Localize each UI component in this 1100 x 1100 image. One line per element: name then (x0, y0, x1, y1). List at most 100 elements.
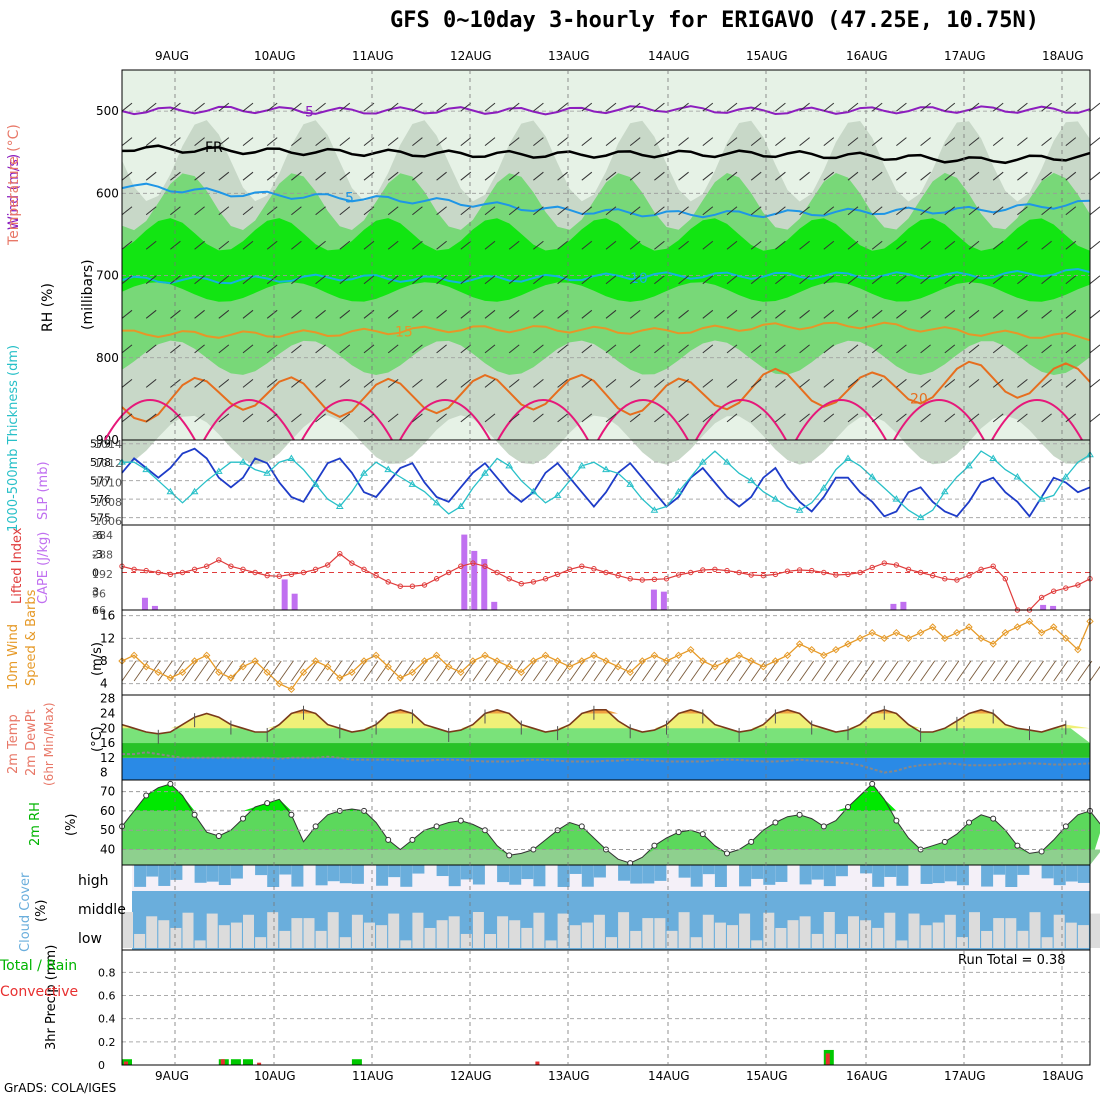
cloud-low-bar (412, 912, 424, 948)
upper-wind-barb (315, 102, 326, 112)
upper-wind-barb (847, 137, 859, 147)
upper-wind-barb (218, 102, 230, 112)
upper-wind-barb (266, 413, 278, 423)
upper-wind-barb (1017, 137, 1028, 147)
cape-tick-label: 288 (92, 549, 113, 562)
upper-wind-barb (1017, 171, 1028, 181)
upper-wind-barb (654, 413, 665, 423)
upper-wind-barb (315, 240, 326, 250)
upper-wind-barb (944, 206, 956, 216)
upper-wind-barb (799, 275, 810, 285)
upper-wind-barb (678, 413, 689, 423)
wind-speed-marker (832, 645, 840, 654)
wind-speed-marker (820, 651, 828, 660)
rh-marker (240, 815, 246, 822)
wind-speed-marker (384, 662, 392, 671)
upper-wind-barb (629, 137, 641, 147)
lifted-index-marker (216, 557, 222, 563)
cloud-low-bar (569, 925, 581, 948)
upper-wind-barb (460, 378, 472, 388)
date-label-top: 10AUG (254, 49, 296, 63)
upper-wind-barb (218, 344, 230, 354)
xs-tick-label: 900 (96, 433, 119, 447)
upper-wind-barb (581, 137, 593, 147)
upper-wind-barb (871, 240, 883, 250)
upper-wind-barb (170, 309, 181, 319)
thickness-tick-label: 575 (90, 512, 111, 525)
cloud-low-bar (981, 930, 993, 948)
thickness-marker (965, 461, 973, 469)
upper-wind-barb (871, 275, 883, 285)
upper-wind-barb (775, 344, 786, 354)
wind-tick-label: 8 (100, 654, 108, 668)
wind-speed-marker (1074, 645, 1082, 654)
cloud-low-bar (896, 940, 908, 948)
upper-wind-barb (387, 275, 399, 285)
upper-wind-barb (775, 102, 786, 112)
cape-bar (151, 605, 158, 610)
upper-wind-barb (1065, 102, 1077, 112)
lifted-index-marker (954, 577, 960, 583)
upper-wind-barb (629, 206, 641, 216)
upper-wind-barb (508, 137, 520, 147)
li-tick-label: -6 (92, 529, 103, 542)
li-tick-label: 3 (92, 585, 99, 598)
surface-wind-barb (508, 660, 524, 682)
upper-wind-barb (194, 137, 205, 147)
upper-wind-barb (291, 275, 302, 285)
upper-wind-barb (847, 171, 859, 181)
upper-wind-barb (121, 413, 133, 423)
lifted-index-marker (615, 572, 621, 579)
rh-marker (506, 852, 513, 859)
upper-wind-barb (581, 378, 593, 388)
moisture-band (122, 218, 1090, 302)
wind-speed-marker (154, 668, 163, 677)
upper-wind-barb (121, 240, 133, 250)
thickness-marker (142, 465, 151, 473)
surface-wind-barb (714, 660, 730, 682)
surface-wind-barb (787, 660, 802, 682)
wind-speed-marker (711, 662, 719, 671)
wind-speed-marker (650, 651, 659, 660)
cloud-high-bar (497, 865, 510, 883)
upper-wind-barb (533, 206, 544, 216)
wind-speed-marker (965, 623, 973, 631)
cloud-low-bar (775, 927, 787, 948)
wind-speed-marker (275, 679, 284, 688)
upper-wind-barb (557, 275, 568, 285)
lifted-index-marker (385, 579, 391, 585)
upper-wind-barb (339, 206, 351, 216)
upper-wind-barb (557, 309, 568, 319)
upper-wind-barb (412, 137, 423, 147)
wind-speed-marker (202, 651, 211, 660)
upper-wind-barb (702, 413, 714, 423)
upper-wind-barb (726, 240, 738, 250)
lifted-index-marker (542, 576, 549, 582)
wind-speed-marker (323, 662, 332, 671)
upper-wind-barb (629, 102, 641, 112)
upper-wind-barb (992, 102, 1004, 112)
temp-tick-label: 16 (100, 736, 115, 750)
cloud-low-bar (460, 933, 472, 948)
upper-wind-barb (363, 137, 375, 147)
upper-wind-barb (557, 137, 568, 147)
upper-wind-barb (266, 102, 278, 112)
rh-area-high (122, 783, 1100, 811)
upper-wind-barb (121, 378, 133, 388)
lifted-index-marker (167, 571, 174, 578)
cloud-low-bar (557, 913, 569, 948)
upper-wind-barb (145, 378, 157, 388)
wind-speed-marker (662, 657, 671, 665)
upper-wind-barb (896, 275, 907, 285)
upper-wind-barb (266, 344, 278, 354)
thickness-marker (408, 480, 417, 487)
wind-tick-label: 16 (100, 609, 115, 623)
surface-wind-barb (1089, 665, 1100, 682)
cloud-level-label: high (78, 873, 109, 889)
upper-wind-barb (920, 344, 931, 354)
upper-wind-barb (315, 137, 326, 147)
upper-wind-barb (896, 240, 907, 250)
rh-marker (143, 792, 150, 799)
xs-tick-label: 700 (96, 269, 119, 283)
upper-wind-barb (194, 102, 205, 112)
